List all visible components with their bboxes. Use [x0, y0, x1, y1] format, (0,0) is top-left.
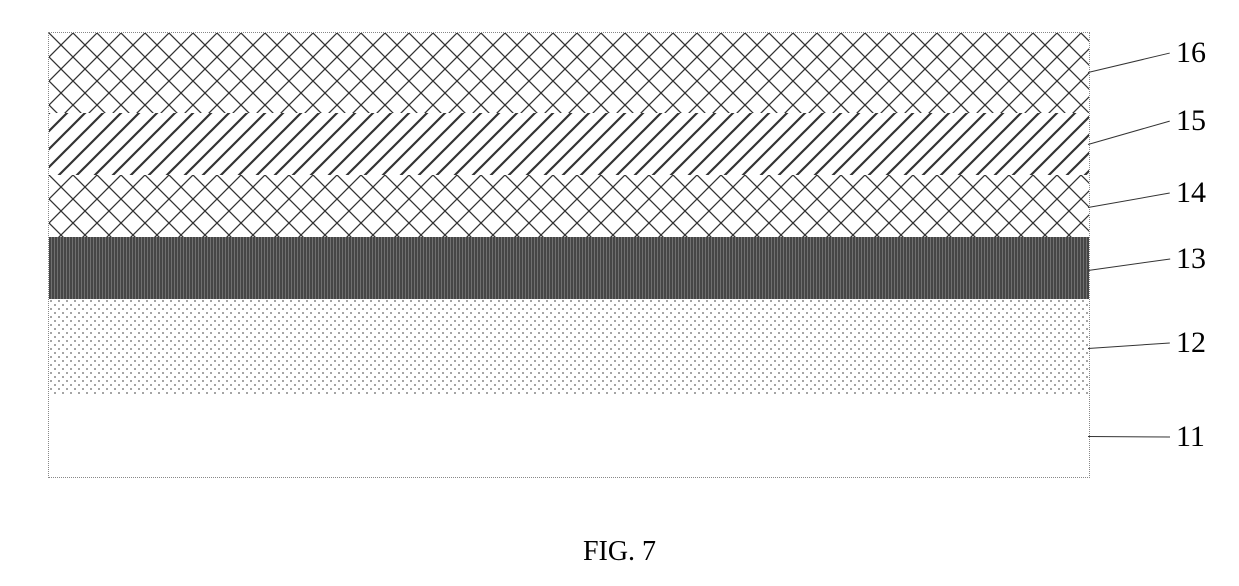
layer-label-15: 15	[1176, 104, 1206, 138]
layer-13	[49, 237, 1089, 299]
leader-line-11	[1088, 436, 1170, 437]
layer-15	[49, 113, 1089, 175]
leader-line-12	[1088, 343, 1170, 349]
layer-12	[49, 299, 1089, 395]
layer-label-16: 16	[1176, 36, 1206, 70]
figure-container: 16 15 14 13 12 11 FIG. 7	[0, 0, 1239, 586]
layer-16	[49, 33, 1089, 113]
layer-14	[49, 175, 1089, 237]
layer-label-12: 12	[1176, 326, 1206, 360]
layer-stack	[48, 32, 1090, 478]
leader-line-14	[1088, 193, 1170, 208]
leader-line-15	[1088, 121, 1170, 145]
layer-11	[49, 395, 1089, 477]
leader-line-13	[1088, 259, 1170, 271]
layer-label-13: 13	[1176, 242, 1206, 276]
layer-label-11: 11	[1176, 420, 1205, 454]
figure-caption: FIG. 7	[0, 536, 1239, 568]
layer-label-14: 14	[1176, 176, 1206, 210]
leader-line-16	[1088, 53, 1170, 73]
